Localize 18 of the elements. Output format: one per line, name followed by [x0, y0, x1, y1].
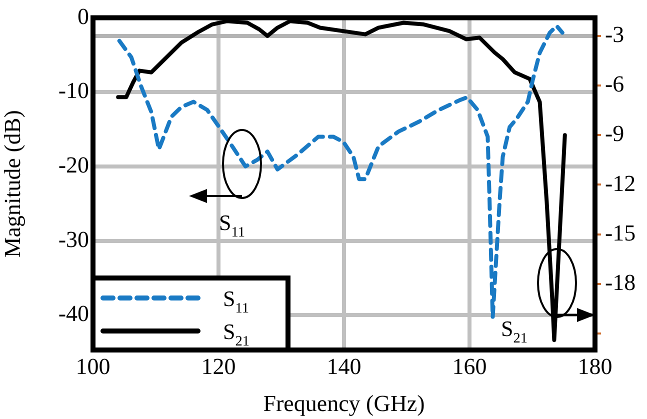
y2-tick-label: -9 [605, 121, 624, 146]
y2-tick-label: -15 [605, 220, 636, 246]
y-tick-label: -30 [58, 226, 89, 252]
x-tick-label: 120 [201, 354, 236, 379]
x-tick-label: 140 [326, 354, 362, 379]
y-tick-label: -20 [58, 152, 89, 178]
x-tick-label: 100 [76, 354, 110, 379]
x-tick-label: 180 [578, 354, 612, 379]
y-axis-title: Magnitude (dB) [0, 110, 25, 258]
y-tick-label: -10 [58, 78, 89, 104]
y2-tick-label: -6 [605, 72, 624, 97]
y2-tick-label: -18 [605, 270, 636, 295]
y2-tick-label: -3 [605, 22, 624, 48]
y-tick-label: -40 [58, 301, 89, 326]
y-tick-label: 0 [78, 4, 89, 29]
x-tick-label: 160 [452, 354, 487, 379]
y2-tick-label: -12 [605, 170, 636, 196]
x-axis-title: Frequency (GHz) [263, 391, 425, 416]
